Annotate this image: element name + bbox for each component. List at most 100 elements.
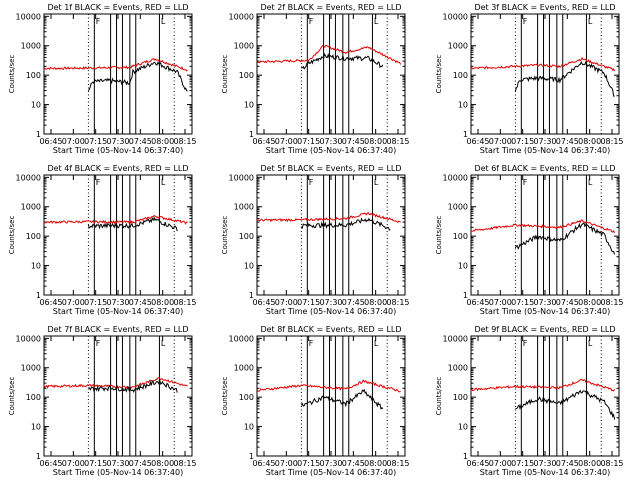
y-axis-label: Counts/sec bbox=[8, 377, 16, 416]
y-tick-label: 100 bbox=[26, 71, 41, 80]
y-tick-label: 10 bbox=[244, 262, 254, 271]
y-tick-label: 1000 bbox=[234, 203, 254, 212]
chart-title: Det 9f BLACK = Events, RED = LLD bbox=[474, 325, 615, 334]
start-marker: F bbox=[523, 178, 528, 187]
lld-series-line bbox=[256, 379, 401, 393]
start-marker: F bbox=[309, 339, 314, 348]
y-tick-label: 1 bbox=[463, 452, 468, 461]
chart-title: Det 7f BLACK = Events, RED = LLD bbox=[47, 325, 188, 334]
y-tick-label: 10000 bbox=[229, 334, 254, 343]
chart-title: Det 4f BLACK = Events, RED = LLD bbox=[47, 164, 188, 173]
y-axis-label: Counts/sec bbox=[221, 55, 229, 94]
x-tick-label: 08:15 bbox=[173, 298, 196, 307]
lld-series-line bbox=[256, 44, 402, 65]
x-tick-label: 07:30 bbox=[319, 298, 342, 307]
x-tick-label: 07:30 bbox=[106, 459, 129, 468]
x-tick-label: 08:00 bbox=[151, 137, 174, 146]
x-tick-label: 06:45 bbox=[466, 459, 489, 468]
y-tick-label: 1000 bbox=[448, 203, 468, 212]
x-tick-label: 06:45 bbox=[252, 298, 275, 307]
events-series-line bbox=[88, 379, 178, 394]
y-tick-label: 1000 bbox=[448, 364, 468, 373]
x-tick-label: 06:45 bbox=[39, 298, 62, 307]
x-tick-label: 07:30 bbox=[533, 459, 556, 468]
plot-frame bbox=[470, 174, 620, 296]
x-tick-label: 07:00 bbox=[489, 459, 512, 468]
y-tick-label: 1 bbox=[36, 130, 41, 139]
x-tick-label: 07:45 bbox=[342, 298, 365, 307]
chart-title: Det 1f BLACK = Events, RED = LLD bbox=[47, 3, 188, 12]
x-tick-label: 07:45 bbox=[342, 137, 365, 146]
x-tick-label: 07:30 bbox=[533, 137, 556, 146]
y-tick-label: 100 bbox=[239, 393, 254, 402]
x-axis-label: Start Time (05-Nov-14 06:37:40) bbox=[480, 468, 610, 477]
start-marker: F bbox=[96, 178, 101, 187]
x-tick-label: 08:00 bbox=[364, 298, 387, 307]
y-tick-label: 100 bbox=[453, 71, 468, 80]
y-axis-label: Counts/sec bbox=[435, 377, 443, 416]
x-tick-label: 07:45 bbox=[556, 459, 579, 468]
x-tick-label: 07:15 bbox=[297, 459, 320, 468]
x-tick-label: 07:15 bbox=[297, 137, 320, 146]
y-tick-label: 1 bbox=[36, 291, 41, 300]
x-tick-label: 08:00 bbox=[364, 137, 387, 146]
x-tick-label: 07:15 bbox=[84, 298, 107, 307]
end-marker: L bbox=[588, 17, 593, 26]
x-tick-label: 08:00 bbox=[151, 459, 174, 468]
y-tick-label: 10 bbox=[244, 423, 254, 432]
chart-title: Det 2f BLACK = Events, RED = LLD bbox=[260, 3, 401, 12]
y-tick-label: 100 bbox=[26, 232, 41, 241]
y-tick-label: 10 bbox=[31, 101, 41, 110]
x-axis-label: Start Time (05-Nov-14 06:37:40) bbox=[480, 146, 610, 155]
x-axis-label: Start Time (05-Nov-14 06:37:40) bbox=[266, 307, 396, 316]
start-marker: F bbox=[523, 339, 528, 348]
events-series-line bbox=[301, 52, 384, 70]
x-tick-label: 08:15 bbox=[173, 137, 196, 146]
x-tick-label: 07:00 bbox=[62, 298, 85, 307]
y-tick-label: 100 bbox=[26, 393, 41, 402]
y-tick-label: 1000 bbox=[21, 364, 41, 373]
y-tick-label: 1 bbox=[249, 452, 254, 461]
x-tick-label: 07:15 bbox=[84, 137, 107, 146]
chart-panel-5: Det 5f BLACK = Events, RED = LLD 1 10 100 10… bbox=[221, 164, 410, 316]
x-tick-label: 06:45 bbox=[466, 137, 489, 146]
events-series-line bbox=[515, 389, 616, 420]
lld-series-line bbox=[470, 219, 616, 234]
y-tick-label: 10000 bbox=[443, 173, 468, 182]
x-tick-label: 07:15 bbox=[511, 459, 534, 468]
x-tick-label: 07:45 bbox=[129, 137, 152, 146]
events-series-line bbox=[514, 60, 615, 97]
chart-title: Det 3f BLACK = Events, RED = LLD bbox=[474, 3, 615, 12]
chart-panel-4: Det 4f BLACK = Events, RED = LLD 1 10 100 10… bbox=[8, 164, 197, 316]
lld-series-line bbox=[43, 57, 188, 72]
y-tick-label: 1 bbox=[463, 291, 468, 300]
events-series-line bbox=[300, 388, 384, 410]
x-tick-label: 07:00 bbox=[275, 298, 298, 307]
end-marker: L bbox=[374, 178, 379, 187]
y-axis-label: Counts/sec bbox=[221, 216, 229, 255]
chart-panel-6: Det 6f BLACK = Events, RED = LLD 1 10 100 10… bbox=[435, 164, 624, 316]
x-tick-label: 06:45 bbox=[39, 459, 62, 468]
x-tick-label: 07:00 bbox=[275, 459, 298, 468]
chart-title: Det 5f BLACK = Events, RED = LLD bbox=[260, 164, 401, 173]
x-tick-label: 07:00 bbox=[62, 459, 85, 468]
y-tick-label: 1 bbox=[249, 130, 254, 139]
events-series-line bbox=[300, 217, 391, 231]
y-axis-label: Counts/sec bbox=[8, 216, 16, 255]
end-marker: L bbox=[374, 339, 379, 348]
x-tick-label: 06:45 bbox=[252, 137, 275, 146]
x-tick-label: 08:00 bbox=[578, 137, 601, 146]
x-tick-label: 08:00 bbox=[364, 459, 387, 468]
y-tick-label: 10 bbox=[244, 101, 254, 110]
x-tick-label: 07:15 bbox=[511, 137, 534, 146]
y-tick-label: 1 bbox=[249, 291, 254, 300]
y-tick-label: 10 bbox=[31, 262, 41, 271]
end-marker: L bbox=[588, 178, 593, 187]
x-tick-label: 07:30 bbox=[106, 298, 129, 307]
x-tick-label: 06:45 bbox=[39, 137, 62, 146]
x-tick-label: 08:00 bbox=[578, 459, 601, 468]
chart-panel-2: Det 2f BLACK = Events, RED = LLD 1 10 100 10… bbox=[221, 3, 410, 155]
y-tick-label: 100 bbox=[239, 71, 254, 80]
lld-series-line bbox=[470, 378, 616, 392]
y-tick-label: 10 bbox=[458, 423, 468, 432]
